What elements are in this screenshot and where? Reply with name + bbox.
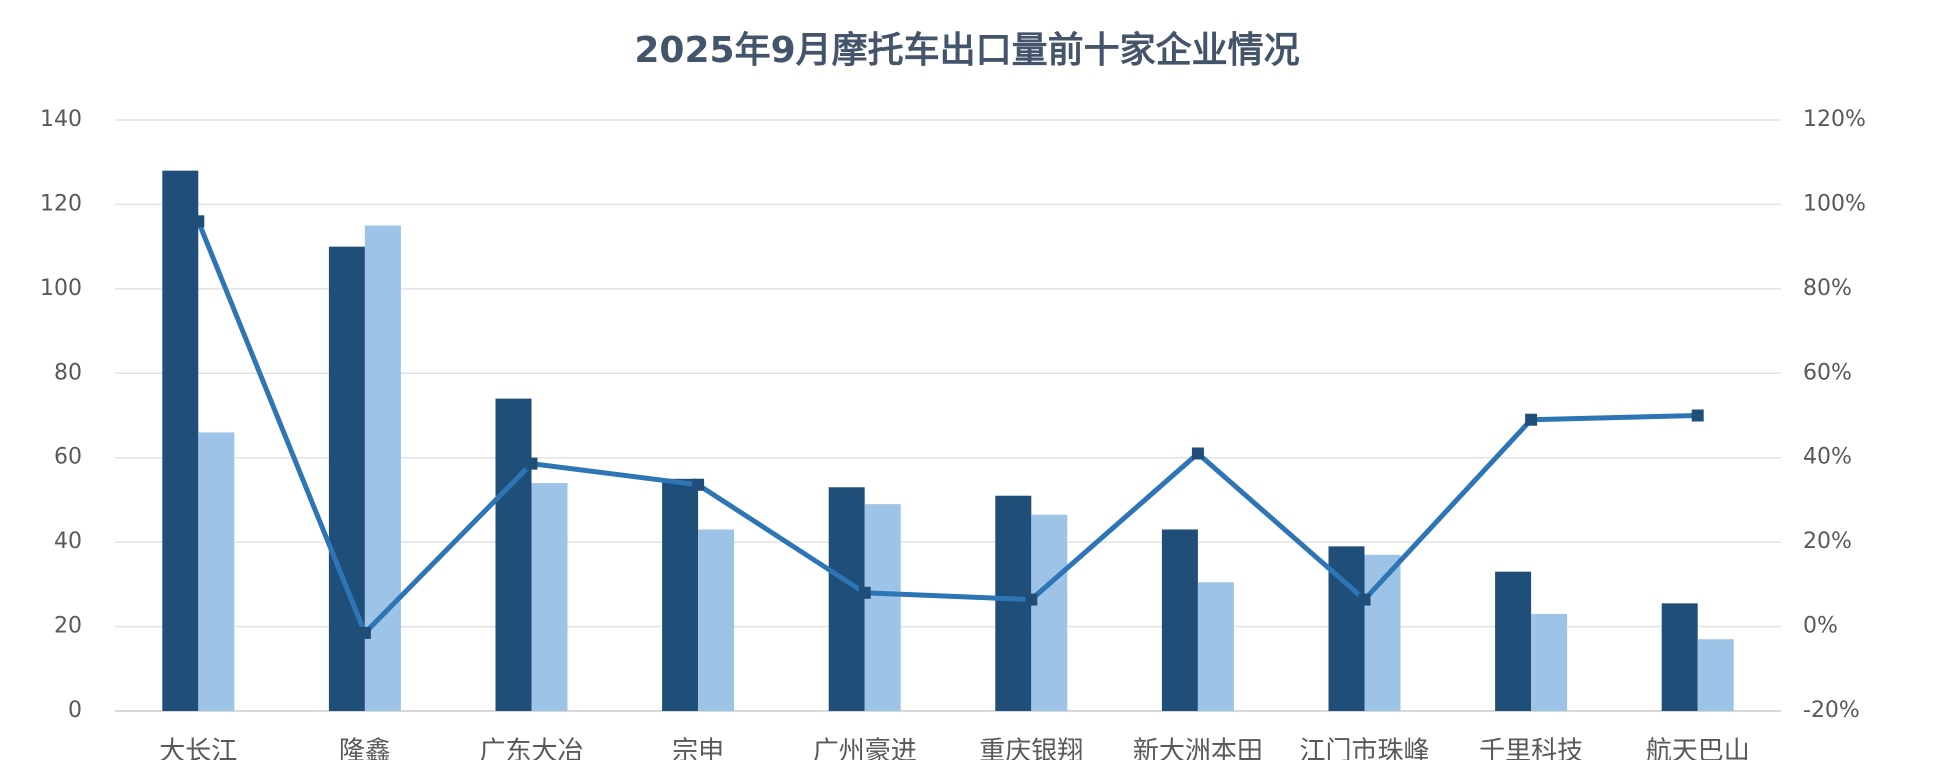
line-marker: [525, 457, 538, 470]
line-marker: [692, 478, 705, 491]
bar: [1531, 613, 1568, 711]
bar: [1661, 603, 1698, 711]
bar: [495, 398, 532, 711]
y-tick-label: 120: [40, 191, 82, 216]
x-tick-label: 千里科技: [1479, 737, 1583, 760]
y2-tick-label: 40%: [1803, 445, 1852, 470]
line: [195, 220, 1698, 638]
bar: [662, 478, 699, 711]
line-marker: [1191, 447, 1204, 460]
line-marker: [192, 215, 205, 228]
y2-tick-label: 0%: [1803, 614, 1838, 639]
y-tick-label: 0: [68, 698, 82, 723]
line-marker: [1358, 593, 1371, 606]
y-tick-label: 20: [54, 614, 82, 639]
bar: [162, 170, 199, 711]
bar: [1197, 582, 1234, 711]
y2-tick-label: 80%: [1803, 276, 1852, 301]
bar: [1495, 571, 1532, 711]
x-tick-label: 大长江: [159, 737, 237, 760]
y-tick-label: 140: [40, 107, 82, 132]
bar: [1031, 514, 1068, 711]
y2-tick-label: 60%: [1803, 360, 1852, 385]
x-tick-label: 江门市珠峰: [1299, 737, 1429, 760]
y-tick-label: 80: [54, 360, 82, 385]
x-tick-label: 隆鑫: [339, 737, 391, 760]
line-marker: [1525, 413, 1538, 426]
line-marker: [1025, 593, 1038, 606]
line-marker: [358, 626, 371, 639]
bar: [1161, 529, 1198, 711]
x-tick-label: 航天巴山: [1646, 737, 1750, 760]
bar: [328, 246, 365, 711]
x-tick-label: 广州豪进: [813, 737, 917, 760]
line-marker: [1691, 409, 1704, 422]
bar: [531, 483, 568, 711]
x-tick-label: 重庆银翔: [979, 737, 1083, 760]
y2-tick-label: 100%: [1803, 191, 1866, 216]
y2-tick-label: 120%: [1803, 107, 1866, 132]
bar: [864, 504, 901, 711]
bar: [828, 487, 865, 711]
line-marker: [858, 586, 871, 599]
x-tick-label: 广东大冶: [479, 737, 583, 760]
bar: [698, 529, 735, 711]
y2-tick-label: -20%: [1803, 698, 1860, 723]
x-tick-label: 新大洲本田: [1133, 737, 1263, 760]
y-tick-label: 40: [54, 529, 82, 554]
y2-tick-label: 20%: [1803, 529, 1852, 554]
bar: [198, 432, 235, 711]
x-tick-label: 宗申: [672, 737, 724, 760]
y-tick-label: 100: [40, 276, 82, 301]
bar: [1697, 639, 1734, 711]
y-tick-label: 60: [54, 445, 82, 470]
chart-title: 2025年9月摩托车出口量前十家企业情况: [634, 29, 1299, 71]
